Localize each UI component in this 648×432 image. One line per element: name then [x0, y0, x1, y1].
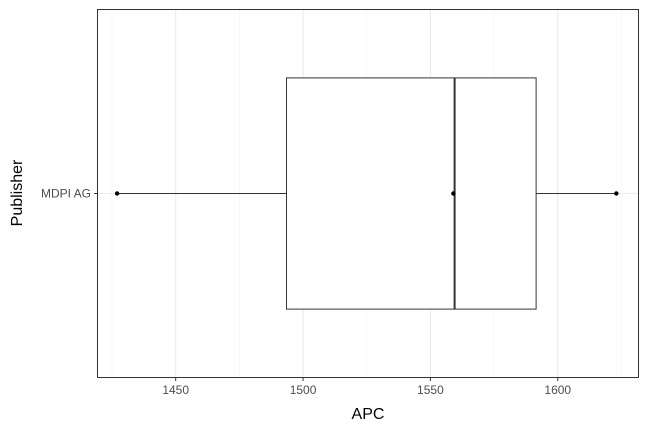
x-axis-title: APC — [352, 406, 385, 423]
x-tick-label: 1550 — [417, 383, 444, 397]
x-tick-label: 1600 — [544, 383, 571, 397]
x-tick-label: 1500 — [290, 383, 317, 397]
data-point — [451, 191, 456, 196]
box-iqr — [285, 77, 537, 310]
y-tick-label: MDPI AG — [41, 187, 91, 201]
x-tick-label: 1450 — [162, 383, 189, 397]
y-axis-title: Publisher — [9, 159, 26, 226]
data-point — [114, 191, 120, 196]
data-point — [614, 191, 619, 196]
